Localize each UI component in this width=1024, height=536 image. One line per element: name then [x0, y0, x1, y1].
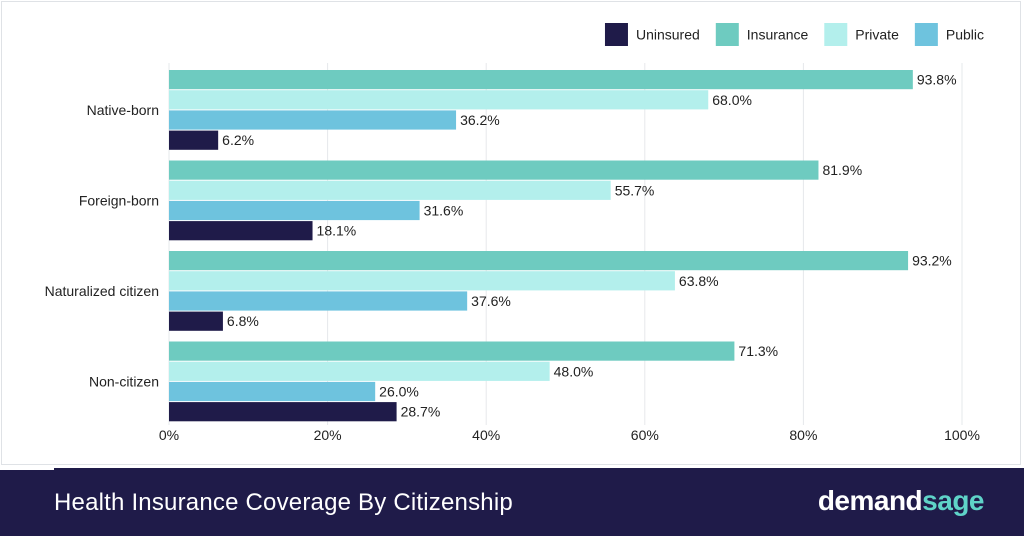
bar-uninsured — [169, 130, 219, 150]
bar-insurance — [169, 251, 909, 271]
bar-insurance — [169, 70, 913, 90]
data-label: 71.3% — [738, 343, 778, 359]
legend-label-insurance: Insurance — [747, 27, 809, 43]
legend-label-public: Public — [946, 27, 984, 43]
legend-label-uninsured: Uninsured — [636, 27, 700, 43]
bar-public — [169, 381, 376, 402]
data-label: 63.8% — [679, 273, 719, 289]
x-tick-label: 40% — [472, 427, 500, 443]
bar-uninsured — [169, 221, 313, 241]
legend-swatch-insurance — [715, 23, 739, 46]
bar-insurance — [169, 341, 735, 361]
data-label: 26.0% — [379, 384, 419, 400]
data-label: 81.9% — [822, 162, 862, 178]
data-label: 55.7% — [615, 182, 655, 198]
data-label: 6.8% — [227, 313, 259, 329]
footer-accent-line — [0, 468, 54, 470]
data-label: 93.2% — [912, 253, 952, 269]
data-label: 36.2% — [460, 112, 500, 128]
legend-swatch-private — [824, 23, 848, 46]
bar-chart: 0% 20% 40% 60% 80% 100% 93.8% 68.0% 36.2% 6.2% Nat… — [45, 23, 984, 443]
bar-insurance — [169, 160, 819, 180]
bar-uninsured — [169, 311, 223, 331]
brand-logo-part2: sage — [922, 485, 984, 516]
legend-label-private: Private — [855, 27, 899, 43]
bar-private — [169, 271, 675, 291]
x-tick-label: 80% — [789, 427, 817, 443]
category-label: Native-born — [87, 102, 159, 118]
data-label: 93.8% — [917, 72, 957, 88]
data-label: 48.0% — [554, 363, 594, 379]
x-tick-label: 100% — [944, 427, 980, 443]
footer-banner: Health Insurance Coverage By Citizenship… — [0, 468, 1024, 536]
bar-uninsured — [169, 402, 397, 422]
bar-private — [169, 90, 709, 110]
bar-public — [169, 291, 468, 311]
legend-swatch-public — [914, 23, 938, 46]
data-label: 6.2% — [222, 132, 254, 148]
brand-logo: demandsage — [817, 485, 985, 517]
x-tick-label: 0% — [159, 427, 179, 443]
data-label: 18.1% — [317, 223, 357, 239]
bar-public — [169, 200, 420, 221]
data-label: 68.0% — [712, 92, 752, 108]
data-label: 28.7% — [401, 404, 441, 420]
bar-private — [169, 361, 550, 381]
bar-public — [169, 110, 457, 130]
bar-private — [169, 180, 611, 200]
category-label: Non-citizen — [89, 373, 159, 389]
x-tick-label: 60% — [631, 427, 659, 443]
category-label: Naturalized citizen — [45, 283, 159, 299]
chart-panel: 0% 20% 40% 60% 80% 100% 93.8% 68.0% 36.2% 6.2% Nat… — [1, 1, 1021, 465]
data-label: 37.6% — [471, 293, 511, 309]
brand-logo-part1: demand — [817, 485, 923, 516]
x-tick-label: 20% — [314, 427, 342, 443]
legend-swatch-uninsured — [604, 23, 628, 46]
category-label: Foreign-born — [79, 192, 159, 208]
data-label: 31.6% — [424, 203, 464, 219]
chart-title: Health Insurance Coverage By Citizenship — [54, 489, 513, 516]
